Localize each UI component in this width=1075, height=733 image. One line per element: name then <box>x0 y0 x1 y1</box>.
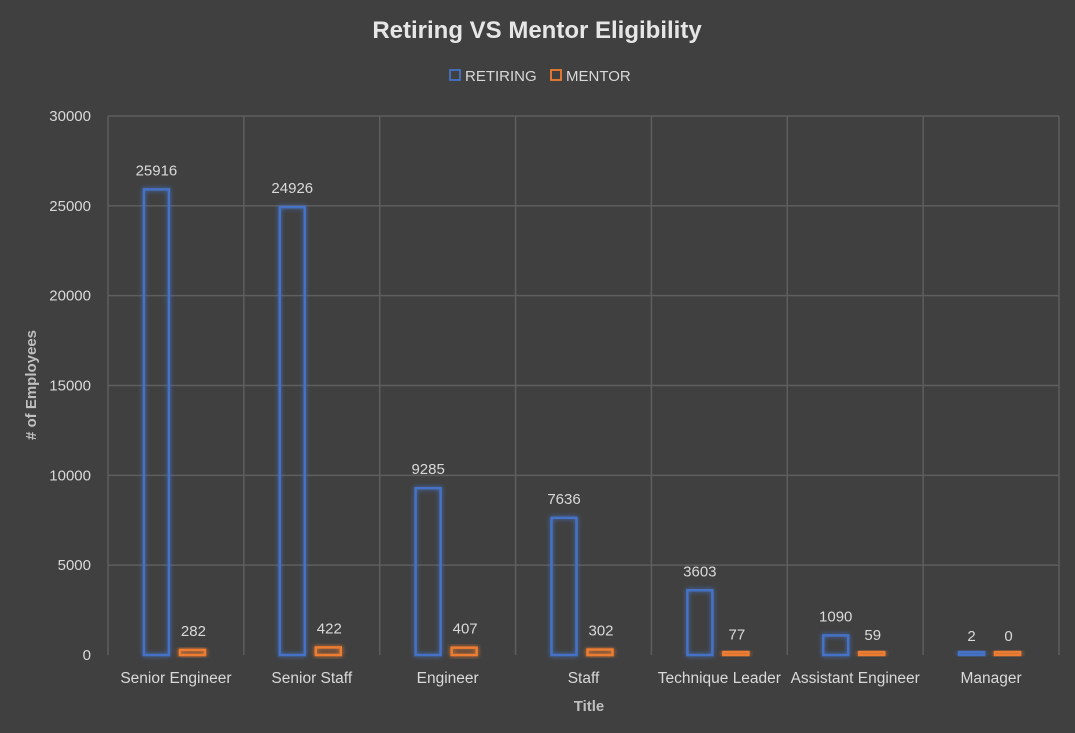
bar-mentor-technique-leader <box>722 650 750 657</box>
x-tick-label-senior-engineer: Senior Engineer <box>120 670 231 687</box>
data-label-retiring-senior-staff: 24926 <box>271 180 313 197</box>
y-axis-title: # of Employees <box>23 330 40 440</box>
y-tick-label: 10000 <box>49 467 91 484</box>
bar-retiring-senior-staff <box>278 205 307 657</box>
y-tick-label: 5000 <box>58 557 91 574</box>
x-tick-label-senior-staff: Senior Staff <box>271 670 352 687</box>
data-labels: 25916 282 24926 422 9285 407 7636 302 3603 77 1090… <box>136 162 1013 645</box>
data-label-mentor-engineer: 407 <box>453 621 478 638</box>
legend-label-retiring: RETIRING <box>465 68 537 85</box>
x-tick-label-technique-leader: Technique Leader <box>658 670 781 687</box>
bar-mentor-assistant-engineer <box>857 650 886 657</box>
bar-mentor-manager <box>993 650 1022 657</box>
bar-retiring-senior-engineer <box>142 188 171 657</box>
x-tick-label-staff: Staff <box>568 670 600 687</box>
y-tick-label: 15000 <box>49 378 91 395</box>
data-label-mentor-technique-leader: 77 <box>729 627 746 644</box>
x-axis-title: Title <box>574 698 605 715</box>
x-tick-label-manager: Manager <box>960 670 1021 687</box>
chart-title: Retiring VS Mentor Eligibility <box>372 17 702 44</box>
data-label-mentor-staff: 302 <box>588 623 613 640</box>
data-label-mentor-senior-engineer: 282 <box>181 623 206 640</box>
data-label-retiring-staff: 7636 <box>547 491 580 508</box>
y-tick-label: 25000 <box>49 198 91 215</box>
bars <box>142 188 1022 657</box>
x-axis-categories: Senior Engineer Senior Staff Engineer Staff… <box>120 670 1021 687</box>
legend-swatch-mentor <box>550 69 562 81</box>
data-label-retiring-technique-leader: 3603 <box>683 563 716 580</box>
data-label-retiring-manager: 2 <box>967 628 975 645</box>
bar-retiring-engineer <box>414 486 442 657</box>
x-tick-label-engineer: Engineer <box>417 670 479 687</box>
y-tick-label: 0 <box>83 647 91 664</box>
y-tick-label: 20000 <box>49 288 91 305</box>
bar-retiring-staff <box>550 516 578 657</box>
legend-label-mentor: MENTOR <box>566 68 631 85</box>
legend-swatch-retiring <box>449 69 461 81</box>
bar-mentor-senior-staff <box>314 646 343 657</box>
gridlines <box>107 115 1060 655</box>
bar-mentor-staff <box>586 648 614 657</box>
bar-mentor-engineer <box>450 646 478 657</box>
y-axis-ticks: 0 5000 10000 15000 20000 25000 30000 <box>49 108 91 664</box>
bar-retiring-technique-leader <box>686 589 714 657</box>
data-label-retiring-senior-engineer: 25916 <box>136 162 178 179</box>
legend: RETIRING MENTOR <box>449 68 631 85</box>
bar-retiring-manager <box>957 650 986 657</box>
bar-retiring-assistant-engineer <box>821 634 850 657</box>
bar-mentor-senior-engineer <box>178 648 207 657</box>
x-tick-label-assistant-engineer: Assistant Engineer <box>791 670 920 687</box>
data-label-retiring-engineer: 9285 <box>411 461 444 478</box>
data-label-mentor-senior-staff: 422 <box>317 620 342 637</box>
y-tick-label: 30000 <box>49 108 91 125</box>
data-label-mentor-manager: 0 <box>1004 628 1012 645</box>
data-label-mentor-assistant-engineer: 59 <box>864 627 881 644</box>
data-label-retiring-assistant-engineer: 1090 <box>819 608 852 625</box>
